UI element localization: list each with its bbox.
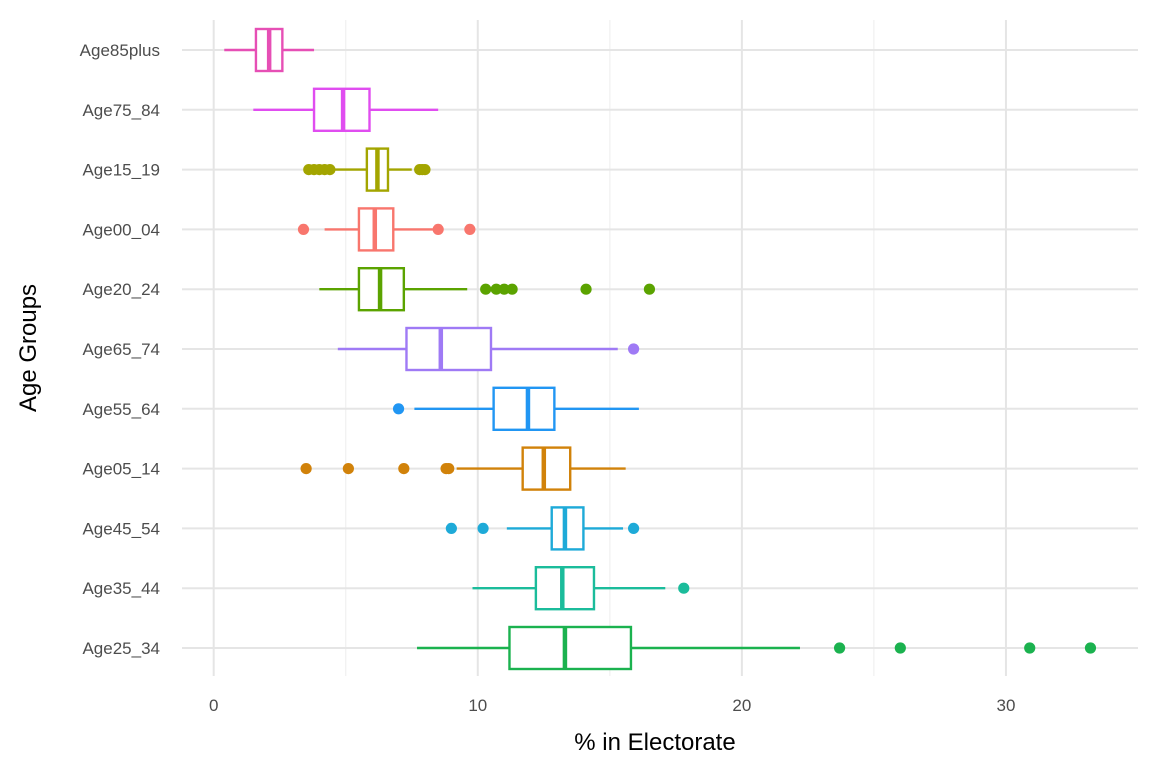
y-tick-label: Age55_64 (82, 400, 160, 419)
outlier-point (419, 164, 431, 176)
y-tick-label: Age65_74 (82, 340, 160, 359)
outlier-point (1084, 642, 1097, 654)
x-tick-label: 30 (996, 696, 1015, 715)
y-tick-label: Age45_54 (82, 519, 160, 538)
boxplot-Age45_54 (445, 506, 640, 551)
x-tick-label: 0 (209, 696, 218, 715)
y-tick-label: Age20_24 (82, 280, 160, 299)
y-axis-title: Age Groups (15, 284, 42, 412)
outlier-point (506, 283, 518, 295)
y-tick-label: Age25_34 (82, 639, 160, 658)
boxplot-Age75_84 (253, 87, 439, 133)
x-axis-tick-labels: 0 10 20 30 (209, 696, 1015, 715)
box-iqr (405, 326, 493, 372)
outlier-point (398, 463, 410, 475)
box-iqr (534, 566, 596, 611)
x-axis-title: % in Electorate (574, 729, 735, 756)
x-tick-label: 10 (468, 696, 487, 715)
outlier-point (297, 223, 310, 235)
box-iqr (508, 625, 633, 671)
outlier-point (490, 283, 502, 295)
y-axis-tick-labels: Age85plus Age75_84 Age15_19 Age00_04 Age20_2… (80, 41, 160, 658)
boxplot-Age55_64 (392, 386, 639, 431)
boxplot-Age20_24 (319, 267, 656, 312)
outlier-point (580, 283, 592, 295)
box-iqr (521, 446, 572, 491)
x-tick-label: 20 (732, 696, 751, 715)
y-tick-label: Age15_19 (82, 161, 160, 180)
outlier-point (833, 642, 846, 654)
outlier-point (324, 164, 336, 176)
boxplot-Age35_44 (472, 566, 690, 611)
boxplot-Age65_74 (337, 326, 640, 372)
outlier-point (464, 223, 476, 235)
outlier-point (894, 642, 906, 654)
outlier-point (627, 522, 640, 535)
outlier-point (445, 522, 457, 535)
outlier-point (480, 283, 492, 295)
outlier-point (432, 223, 444, 235)
boxplot-Age25_34 (417, 625, 1097, 671)
boxplots (224, 27, 1097, 671)
boxplot-Age05_14 (300, 446, 626, 491)
outlier-point (342, 463, 354, 475)
y-tick-label: Age75_84 (82, 101, 160, 120)
outlier-point (392, 403, 405, 415)
y-tick-label: Age35_44 (82, 579, 160, 598)
outlier-point (300, 463, 312, 475)
boxplot-Age15_19 (303, 147, 431, 192)
box-iqr (550, 506, 585, 551)
outlier-point (443, 463, 455, 475)
outlier-point (627, 343, 640, 355)
y-tick-label: Age00_04 (82, 220, 160, 239)
boxplot-Age85plus (224, 27, 315, 73)
box-iqr (492, 386, 556, 431)
outlier-point (498, 283, 510, 295)
y-tick-label: Age85plus (80, 41, 160, 60)
boxplot-Age00_04 (297, 207, 476, 252)
outlier-point (477, 522, 489, 535)
outlier-point (1024, 642, 1036, 654)
outlier-point (678, 582, 690, 594)
y-tick-label: Age05_14 (82, 460, 160, 479)
outlier-point (643, 283, 656, 295)
